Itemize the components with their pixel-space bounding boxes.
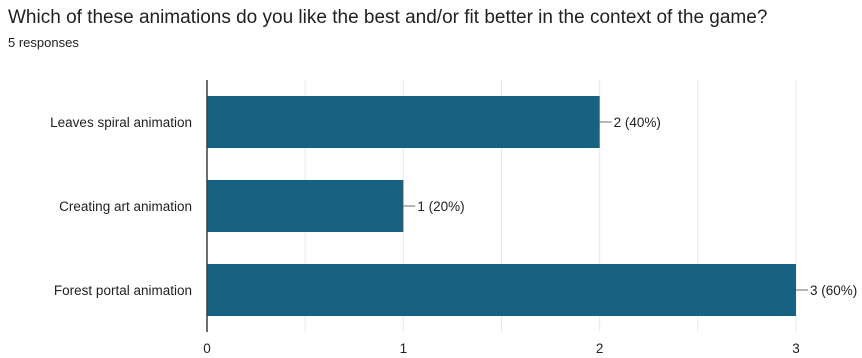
bar (207, 96, 600, 148)
data-label: 1 (20%) (417, 199, 464, 214)
category-label: Forest portal animation (54, 283, 192, 298)
labels: Leaves spiral animation 2 (40%) Creating a… (50, 115, 857, 356)
x-tick-label: 1 (400, 341, 408, 356)
data-label: 2 (40%) (614, 115, 661, 130)
category-label: Leaves spiral animation (50, 115, 192, 130)
x-tick-label: 0 (203, 341, 211, 356)
category-label: Creating art animation (59, 199, 192, 214)
bar (207, 180, 404, 232)
bars (207, 96, 796, 316)
response-count: 5 responses (8, 35, 79, 50)
question-title: Which of these animations do you like th… (8, 7, 768, 28)
data-label: 3 (60%) (810, 283, 857, 298)
x-tick-label: 2 (596, 341, 604, 356)
x-tick-label: 3 (792, 341, 800, 356)
bar (207, 264, 796, 316)
